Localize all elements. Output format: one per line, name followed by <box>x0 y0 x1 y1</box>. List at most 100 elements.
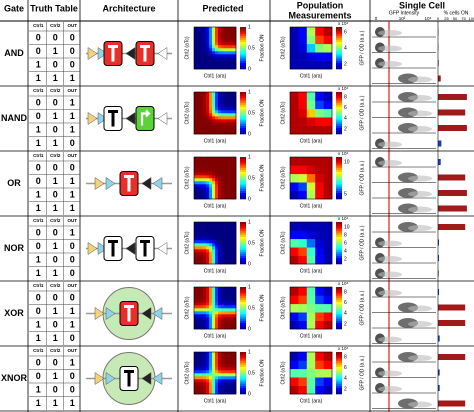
predicted-cell <box>227 163 231 167</box>
predicted-cell <box>212 57 216 61</box>
colorbar-segment <box>336 234 342 237</box>
predicted-cell <box>221 302 225 306</box>
predicted-cell <box>221 373 225 377</box>
predicted-cell <box>230 63 234 67</box>
predicted-cell <box>206 296 210 300</box>
predicted-cell <box>212 296 216 300</box>
predicted-cell <box>203 358 207 362</box>
predicted-cell <box>227 385 231 389</box>
heatmap-frame <box>193 221 237 265</box>
predicted-cell <box>215 246 219 250</box>
predicted-cell <box>224 33 228 37</box>
predicted-cell <box>209 184 213 188</box>
colorbar-segment <box>240 106 246 110</box>
percent-bar <box>438 270 439 277</box>
predicted-cell <box>197 54 201 58</box>
predicted-cell <box>218 252 222 256</box>
truth-cell: 1 <box>53 46 58 56</box>
predicted-cell <box>218 166 222 170</box>
colorbar-tick: 6 <box>344 29 347 35</box>
predicted-cell <box>215 358 219 362</box>
predicted-cell <box>197 382 201 386</box>
predicted-cell <box>227 237 231 241</box>
architecture <box>86 171 172 196</box>
predicted-cell <box>203 287 207 291</box>
colorbar-segment <box>336 385 342 388</box>
colorbar-segment <box>240 50 246 53</box>
predicted-cell <box>212 290 216 294</box>
predicted-cell <box>224 116 228 120</box>
predicted-cell <box>218 66 222 70</box>
truth-cell: 0 <box>70 32 75 42</box>
predicted-cell <box>221 101 225 105</box>
predicted-cell <box>230 128 234 132</box>
predicted-cell <box>203 131 207 135</box>
predicted-cell <box>200 122 204 126</box>
predicted-cell <box>221 125 225 129</box>
promoter <box>125 242 136 255</box>
predicted-cell <box>218 33 222 37</box>
predicted-cell <box>227 30 231 34</box>
colorbar-segment <box>240 291 246 294</box>
truth-cell: 1 <box>36 59 41 69</box>
colorbar-segment <box>240 299 246 302</box>
predicted-cell <box>215 110 219 114</box>
predicted-cell <box>233 385 237 389</box>
colorbar-tick: 1 <box>248 219 251 225</box>
population-cell <box>290 295 299 305</box>
predicted-cell <box>209 258 213 262</box>
colorbar-segment <box>240 110 246 114</box>
predicted-cell <box>215 376 219 380</box>
predicted-cell <box>227 249 231 253</box>
predicted-cell <box>224 237 228 241</box>
population-cell <box>323 60 333 70</box>
predicted-cell <box>218 57 222 61</box>
predicted-cell <box>212 234 216 238</box>
colorbar-tick: 6 <box>344 365 347 371</box>
predicted-cell <box>197 66 201 70</box>
predicted-cell <box>194 373 198 377</box>
colorbar-segment <box>240 377 246 380</box>
predicted-cell <box>206 92 210 96</box>
population-cell <box>290 165 299 175</box>
predicted-cell <box>209 27 213 31</box>
colorbar-tick: 1 <box>248 24 251 30</box>
population-cell <box>298 100 308 110</box>
truth-cell: 1 <box>53 241 58 251</box>
predicted-cell <box>206 119 210 123</box>
predicted-cell <box>215 178 219 182</box>
predicted-cell <box>221 33 225 37</box>
predicted-cell <box>206 122 210 126</box>
predicted-cell <box>200 169 204 173</box>
truth-cell: 0 <box>53 292 58 302</box>
colorbar-segment <box>336 131 342 135</box>
predicted-cell <box>209 370 213 374</box>
predicted-cell <box>233 178 237 182</box>
predicted-cell <box>215 373 219 377</box>
colorbar-segment <box>240 305 246 309</box>
predicted-cell <box>194 222 198 226</box>
predicted-cell <box>233 388 237 392</box>
histogram-blob <box>378 386 402 392</box>
predicted-cell <box>227 125 231 129</box>
predicted-cell <box>203 51 207 55</box>
colorbar-segment <box>336 308 342 311</box>
predicted-cell <box>209 190 213 194</box>
predicted-cell <box>194 101 198 105</box>
colorbar-segment <box>240 251 246 254</box>
predicted-cell <box>215 51 219 55</box>
predicted-cell <box>206 116 210 120</box>
predicted-cell <box>224 39 228 43</box>
colorbar-tick: 0.5 <box>248 305 255 311</box>
predicted-cell <box>224 385 228 389</box>
predicted-cell <box>206 36 210 40</box>
predicted-cell <box>218 240 222 244</box>
predicted-cell <box>206 376 210 380</box>
predicted-cell <box>221 54 225 58</box>
predicted-cell <box>230 33 234 37</box>
predicted-cell <box>221 36 225 40</box>
predicted-cell <box>203 252 207 256</box>
heatmap-frame <box>289 351 333 395</box>
predicted-cell <box>215 113 219 117</box>
predicted-cell <box>227 60 231 64</box>
